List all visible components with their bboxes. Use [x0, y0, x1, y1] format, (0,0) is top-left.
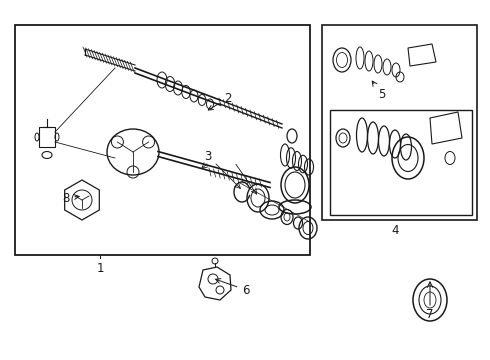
Text: 4: 4 — [391, 224, 399, 237]
Bar — [330, 110, 472, 215]
Text: 7: 7 — [426, 309, 434, 321]
Bar — [15, 25, 310, 255]
Text: 6: 6 — [216, 279, 250, 297]
Text: 8: 8 — [62, 192, 79, 204]
Text: 5: 5 — [372, 81, 386, 102]
Text: 1: 1 — [96, 261, 104, 274]
Bar — [322, 25, 477, 220]
Text: 3: 3 — [204, 150, 212, 163]
Bar — [39, 127, 55, 147]
Text: 2: 2 — [208, 91, 232, 110]
